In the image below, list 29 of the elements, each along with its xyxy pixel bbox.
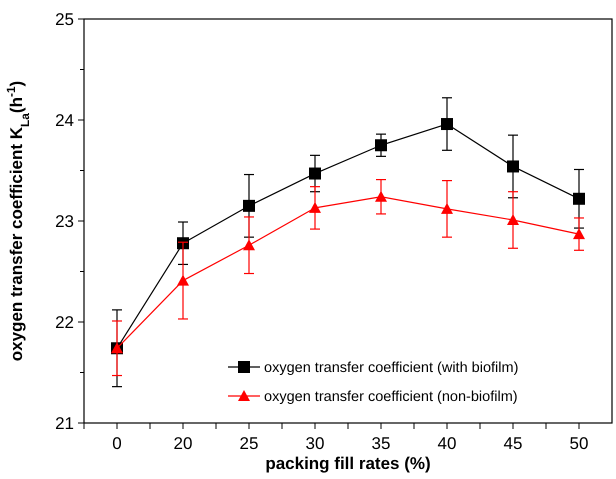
y-tick-label: 23 <box>55 212 74 231</box>
x-axis-title: packing fill rates (%) <box>265 454 431 473</box>
point <box>507 214 519 225</box>
y-tick-label: 21 <box>55 414 74 433</box>
x-tick-label: 25 <box>240 434 258 453</box>
point <box>441 202 453 214</box>
x-tick-label: 45 <box>504 434 522 453</box>
legend-label: oxygen transfer coefficient (non-biofilm) <box>264 389 518 406</box>
y-tick-label: 24 <box>55 110 74 130</box>
point <box>507 160 519 172</box>
point <box>309 168 321 180</box>
x-tick-label: 50 <box>570 434 588 453</box>
y-tick-label: 22 <box>55 312 74 332</box>
point <box>441 118 453 130</box>
point <box>573 192 585 205</box>
x-tick-label: 0 <box>112 434 122 453</box>
point <box>375 190 387 202</box>
x-tick-label: 30 <box>306 434 324 453</box>
legend-label: oxygen transfer coefficient (with biofilm) <box>264 360 518 376</box>
point <box>573 228 585 240</box>
point <box>243 200 255 212</box>
point <box>243 239 255 250</box>
point <box>309 202 321 213</box>
x-tick-label: 35 <box>372 434 390 453</box>
y-tick-label: 25 <box>55 10 74 29</box>
point <box>177 274 189 286</box>
x-tick-label: 20 <box>174 434 192 453</box>
point <box>375 139 387 152</box>
x-tick-label: 40 <box>438 434 456 453</box>
